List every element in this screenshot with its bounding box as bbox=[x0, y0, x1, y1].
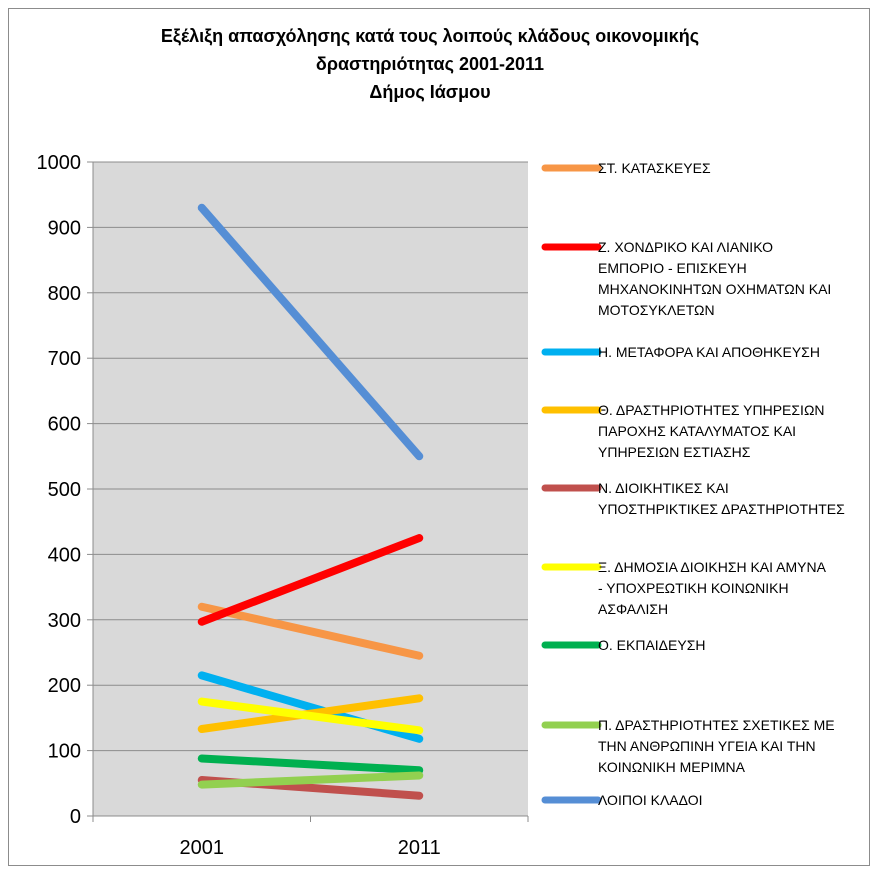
legend-label: Η. ΜΕΤΑΦΟΡΑ ΚΑΙ ΑΠΟΘΗΚΕΥΣΗ bbox=[598, 344, 820, 360]
legend-label: Ζ. ΧΟΝΔΡΙΚΟ ΚΑΙ ΛΙΑΝΙΚΟ bbox=[598, 239, 773, 255]
legend-label: ΣΤ. ΚΑΤΑΣΚΕΥΕΣ bbox=[598, 160, 711, 176]
legend-entry-2: Η. ΜΕΤΑΦΟΡΑ ΚΑΙ ΑΠΟΘΗΚΕΥΣΗ bbox=[541, 344, 820, 360]
x-tick-label: 2011 bbox=[398, 837, 441, 859]
legend-entry-1: Ζ. ΧΟΝΔΡΙΚΟ ΚΑΙ ΛΙΑΝΙΚΟ ΕΜΠΟΡΙΟ - ΕΠΙΣΚΕΥ… bbox=[541, 239, 831, 318]
legend-label: ΕΜΠΟΡΙΟ - ΕΠΙΣΚΕΥΗ bbox=[598, 260, 747, 276]
series-line-0 bbox=[197, 602, 424, 660]
chart-title-line-1: Εξέλιξη απασχόλησης κατά τους λοιπούς κλ… bbox=[160, 26, 700, 46]
y-tick-label: 200 bbox=[48, 675, 81, 697]
legend: ΣΤ. ΚΑΤΑΣΚΕΥΕΣ Ζ. ΧΟΝΔΡΙΚΟ ΚΑΙ ΛΙΑΝΙΚΟ ΕΜΠ… bbox=[541, 160, 845, 808]
legend-label: ΚΟΙΝΩΝΙΚΗ ΜΕΡΙΜΝΑ bbox=[598, 759, 746, 775]
chart-title-line-3: Δήμος Ιάσμου bbox=[369, 82, 491, 102]
legend-entry-5: Ξ. ΔΗΜΟΣΙΑ ΔΙΟΙΚΗΣΗ ΚΑΙ ΑΜΥΝΑ - ΥΠΟΧΡΕΩΤΙ… bbox=[541, 559, 827, 617]
y-tick-label: 700 bbox=[48, 348, 81, 370]
y-tick-label: 800 bbox=[48, 283, 81, 305]
legend-label: ΛΟΙΠΟΙ ΚΛΑΔΟΙ bbox=[598, 792, 702, 808]
legend-entry-4: Ν. ΔΙΟΙΚΗΤΙΚΕΣ ΚΑΙ ΥΠΟΣΤΗΡΙΚΤΙΚΕΣ ΔΡΑΣΤΗΡ… bbox=[541, 480, 845, 517]
legend-label: Π. ΔΡΑΣΤΗΡΙΟΤΗΤΕΣ ΣΧΕΤΙΚΕΣ ΜΕ bbox=[598, 717, 835, 733]
series-line-6 bbox=[197, 754, 424, 775]
legend-label: Ξ. ΔΗΜΟΣΙΑ ΔΙΟΙΚΗΣΗ ΚΑΙ ΑΜΥΝΑ bbox=[598, 559, 827, 575]
legend-label: ΜΗΧΑΝΟΚΙΝΗΤΩΝ ΟΧΗΜΑΤΩΝ ΚΑΙ bbox=[598, 281, 831, 297]
x-tick-label: 2001 bbox=[180, 837, 225, 859]
y-tick-label: 600 bbox=[48, 414, 81, 436]
legend-label: ΠΑΡΟΧΗΣ ΚΑΤΑΛΥΜΑΤΟΣ ΚΑΙ bbox=[598, 423, 796, 439]
series-line-8 bbox=[197, 203, 424, 461]
y-tick-label: 1000 bbox=[37, 152, 82, 174]
legend-entry-8: ΛΟΙΠΟΙ ΚΛΑΔΟΙ bbox=[541, 792, 702, 808]
series-lines bbox=[197, 203, 424, 800]
series-line-1 bbox=[197, 534, 424, 626]
y-axis-ticks: 0 100 200 300 400 500 600 700 800 900 1000 bbox=[37, 152, 82, 828]
legend-label: Ο. ΕΚΠΑΙΔΕΥΣΗ bbox=[598, 637, 705, 653]
series-line-7 bbox=[197, 771, 424, 789]
series-line-5 bbox=[197, 697, 424, 735]
legend-label: ΥΠΗΡΕΣΙΩΝ ΕΣΤΙΑΣΗΣ bbox=[598, 444, 751, 460]
gridlines bbox=[93, 161, 528, 752]
legend-label: - ΥΠΟΧΡΕΩΤΙΚΗ ΚΟΙΝΩΝΙΚΗ bbox=[598, 580, 789, 596]
y-tick-label: 400 bbox=[48, 544, 81, 566]
legend-label: ΜΟΤΟΣΥΚΛΕΤΩΝ bbox=[598, 302, 715, 318]
legend-label: Θ. ΔΡΑΣΤΗΡΙΟΤΗΤΕΣ ΥΠΗΡΕΣΙΩΝ bbox=[598, 402, 825, 418]
axes bbox=[87, 161, 529, 822]
y-tick-label: 900 bbox=[48, 217, 81, 239]
legend-label: ΤΗΝ ΑΝΘΡΩΠΙΝΗ ΥΓΕΙΑ ΚΑΙ ΤΗΝ bbox=[598, 738, 816, 754]
y-tick-label: 500 bbox=[48, 479, 81, 501]
y-tick-label: 0 bbox=[70, 806, 81, 828]
legend-entry-3: Θ. ΔΡΑΣΤΗΡΙΟΤΗΤΕΣ ΥΠΗΡΕΣΙΩΝ ΠΑΡΟΧΗΣ ΚΑΤΑΛ… bbox=[541, 402, 825, 460]
x-axis-ticks: 2001 2011 bbox=[180, 837, 441, 859]
legend-entry-0: ΣΤ. ΚΑΤΑΣΚΕΥΕΣ bbox=[541, 160, 711, 176]
legend-entry-7: Π. ΔΡΑΣΤΗΡΙΟΤΗΤΕΣ ΣΧΕΤΙΚΕΣ ΜΕ ΤΗΝ ΑΝΘΡΩΠΙ… bbox=[541, 717, 835, 775]
legend-label: ΥΠΟΣΤΗΡΙΚΤΙΚΕΣ ΔΡΑΣΤΗΡΙΟΤΗΤΕΣ bbox=[598, 501, 845, 517]
legend-label: Ν. ΔΙΟΙΚΗΤΙΚΕΣ ΚΑΙ bbox=[598, 480, 729, 496]
chart-title: Εξέλιξη απασχόλησης κατά τους λοιπούς κλ… bbox=[60, 22, 800, 106]
legend-entry-6: Ο. ΕΚΠΑΙΔΕΥΣΗ bbox=[541, 637, 705, 653]
chart-title-line-2: δραστηριότητας 2001-2011 bbox=[315, 54, 545, 74]
y-tick-label: 300 bbox=[48, 610, 81, 632]
legend-label: ΑΣΦΑΛΙΣΗ bbox=[598, 601, 668, 617]
y-tick-label: 100 bbox=[48, 741, 81, 763]
